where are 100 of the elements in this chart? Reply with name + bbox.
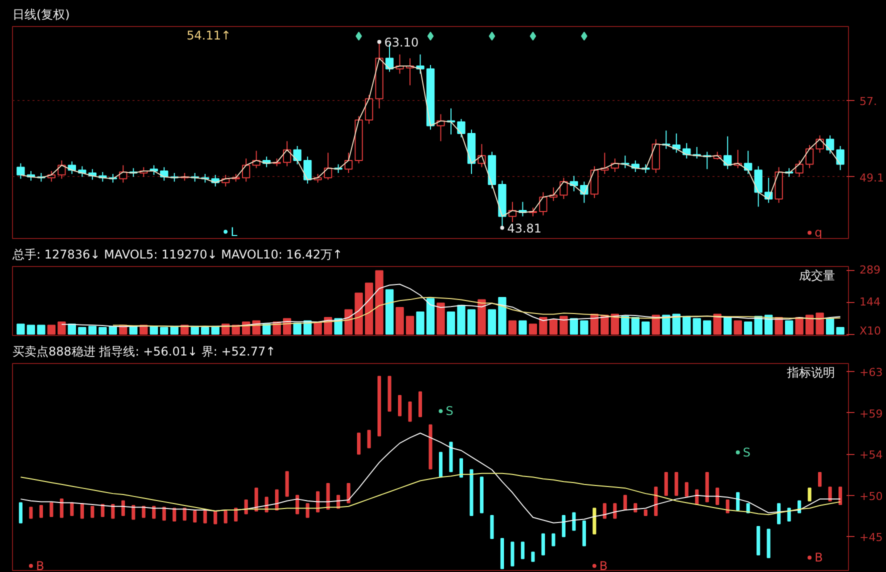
bar <box>18 502 22 524</box>
y-tick-label: 289 <box>860 264 880 277</box>
line-series <box>20 432 841 524</box>
bar <box>406 316 414 335</box>
data-label: L <box>230 224 238 239</box>
bar <box>90 506 94 518</box>
bar <box>16 324 25 335</box>
candlestick <box>724 136 732 170</box>
bar <box>705 472 709 502</box>
bar <box>724 317 732 335</box>
chart-title: 总手: 127836↓ MAVOL5: 119270↓ MAVOL10: 16.42万↑ <box>12 248 343 262</box>
bar <box>672 314 680 335</box>
point <box>736 450 740 454</box>
bar <box>438 452 443 478</box>
bar <box>610 314 619 335</box>
bar <box>562 515 566 538</box>
point <box>500 226 504 230</box>
bar <box>642 321 650 335</box>
bar <box>654 486 658 516</box>
bar <box>326 482 330 510</box>
bar <box>744 321 752 335</box>
bar <box>644 510 648 516</box>
bar <box>224 510 228 524</box>
bar <box>354 292 363 335</box>
bar <box>121 500 125 516</box>
bar <box>828 486 832 502</box>
candlestick <box>416 54 424 74</box>
bar <box>621 316 630 335</box>
bar <box>478 299 486 335</box>
bar <box>684 482 688 497</box>
bar <box>58 321 66 335</box>
bar <box>449 442 453 472</box>
data-label: B <box>36 558 44 572</box>
bar <box>838 486 842 506</box>
candlestick <box>570 175 578 192</box>
bar <box>314 321 322 335</box>
bar <box>623 494 627 511</box>
bar <box>377 376 382 436</box>
data-label: S <box>742 445 750 460</box>
point <box>530 32 536 41</box>
candlestick <box>324 152 332 180</box>
bar <box>766 528 770 558</box>
bar <box>88 326 96 335</box>
bar <box>470 469 474 516</box>
bar <box>193 510 197 522</box>
line-series <box>112 296 841 327</box>
point <box>488 32 496 41</box>
y-tick-label: +59 <box>860 407 883 420</box>
bar <box>150 326 158 335</box>
bar <box>446 311 456 335</box>
bar <box>111 504 115 519</box>
bar <box>203 510 207 524</box>
bar <box>214 510 218 524</box>
y-tick-label: X10 <box>860 324 882 338</box>
bar <box>152 506 156 519</box>
bar <box>784 320 794 335</box>
bar <box>703 320 712 335</box>
bar <box>80 503 84 519</box>
bar <box>78 327 86 335</box>
bar <box>68 324 76 335</box>
bar <box>182 508 186 521</box>
bar <box>572 512 576 531</box>
bar <box>408 401 412 422</box>
bar <box>692 318 701 335</box>
bar <box>805 314 814 335</box>
bar <box>682 316 691 335</box>
bar <box>734 320 742 335</box>
bar <box>756 526 760 556</box>
bar <box>398 395 402 416</box>
data-label: 63.10 <box>384 35 419 50</box>
y-tick-label: +50 <box>860 490 883 503</box>
candlestick <box>344 152 353 174</box>
bar <box>592 508 596 534</box>
bar <box>346 482 350 504</box>
bar <box>580 320 588 335</box>
y-tick-label: +63 <box>860 366 883 380</box>
bar <box>816 312 824 335</box>
bar <box>787 508 791 522</box>
bar <box>808 488 812 502</box>
point <box>808 556 812 560</box>
candlestick <box>805 144 814 169</box>
bar <box>396 307 404 335</box>
bar <box>795 317 804 335</box>
candlestick <box>293 145 302 165</box>
candlestick <box>16 162 25 180</box>
bar <box>47 324 56 335</box>
bar <box>26 324 36 335</box>
chart-title: 日线(复权) <box>12 8 70 22</box>
bar <box>613 503 617 519</box>
bar <box>518 320 527 335</box>
candlestick <box>836 145 844 171</box>
bar <box>664 472 668 496</box>
bar <box>582 520 586 546</box>
chart-subtitle: 54.11↑ <box>186 28 232 42</box>
bar <box>132 504 136 520</box>
y-tick-label: 57. <box>860 95 877 108</box>
bar <box>306 503 310 518</box>
bar <box>254 488 258 512</box>
bar <box>436 302 445 335</box>
bar <box>388 376 392 412</box>
